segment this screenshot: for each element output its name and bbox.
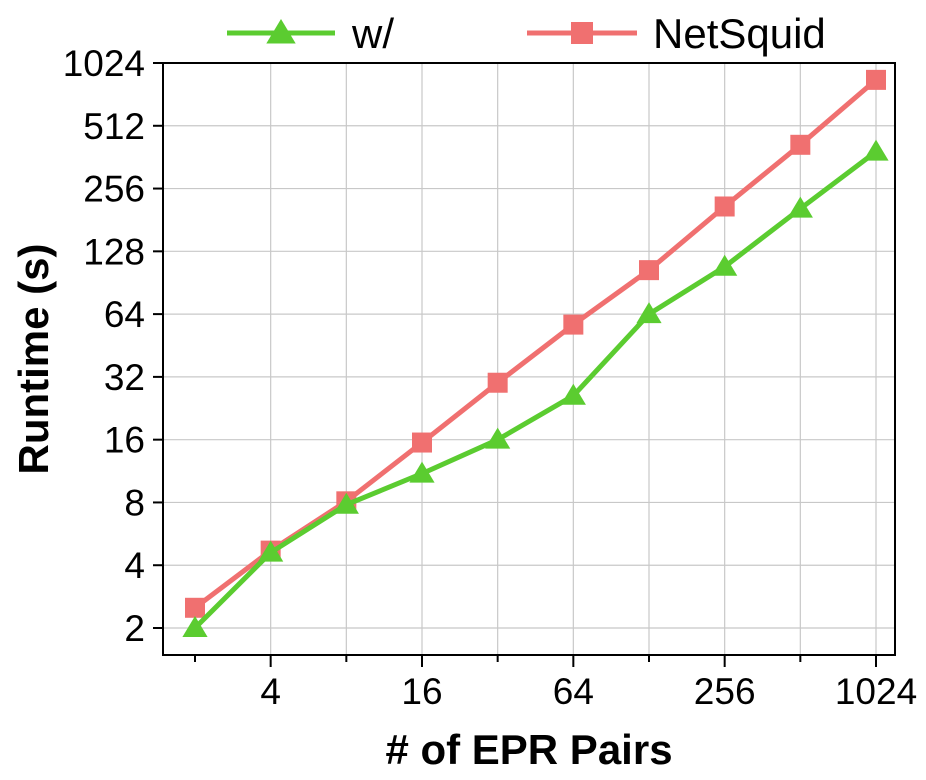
data-point-square bbox=[639, 260, 659, 281]
series-netsquid bbox=[185, 69, 886, 618]
series-line bbox=[193, 149, 878, 630]
legend-item: NetSquid bbox=[527, 10, 826, 57]
y-tick-label: 64 bbox=[104, 294, 145, 335]
x-tick-label: 64 bbox=[553, 671, 594, 712]
y-tick-label: 512 bbox=[83, 106, 145, 147]
y-tick-label: 32 bbox=[104, 357, 145, 398]
x-tick-label: 1024 bbox=[835, 671, 917, 712]
plot-area-frame bbox=[162, 62, 896, 656]
data-point-square bbox=[790, 134, 811, 155]
data-point-square bbox=[487, 372, 508, 393]
y-tick-label: 128 bbox=[83, 231, 145, 272]
legend-label: w/ bbox=[351, 10, 394, 57]
axis-ticks: 4 16 64 256 1024 2 4 8 16 32 64 128 256 512 1024 bbox=[63, 43, 917, 712]
legend-item: w/ bbox=[227, 10, 394, 57]
legend: w/NetSquid bbox=[227, 10, 826, 57]
series-w bbox=[182, 139, 889, 637]
data-point-triangle bbox=[409, 461, 435, 483]
data-point-triangle bbox=[636, 302, 662, 324]
data-point-triangle bbox=[333, 492, 359, 514]
y-axis-title: Runtime (s) bbox=[10, 244, 57, 475]
data-point-triangle bbox=[182, 616, 208, 637]
data-point-triangle bbox=[485, 427, 511, 449]
y-tick-label: 1024 bbox=[63, 43, 145, 84]
legend-label: NetSquid bbox=[653, 10, 826, 57]
data-point-triangle bbox=[560, 383, 586, 405]
series-line bbox=[193, 77, 878, 610]
data-point-square bbox=[714, 196, 735, 217]
y-tick-label: 256 bbox=[83, 169, 145, 210]
data-point-triangle bbox=[258, 540, 284, 562]
data-point-square bbox=[412, 432, 432, 453]
data-point-square bbox=[866, 69, 886, 90]
y-tick-label: 4 bbox=[124, 545, 145, 586]
grid bbox=[163, 63, 895, 655]
x-axis-title: # of EPR Pairs bbox=[385, 726, 672, 773]
data-point-triangle bbox=[863, 139, 889, 161]
series bbox=[182, 69, 889, 637]
y-tick-label: 8 bbox=[124, 482, 145, 523]
data-point-triangle bbox=[266, 19, 296, 44]
x-tick-label: 4 bbox=[260, 671, 281, 712]
data-point-square bbox=[185, 597, 205, 618]
y-tick-label: 16 bbox=[104, 420, 145, 461]
data-point-triangle bbox=[712, 254, 738, 276]
data-point-square bbox=[563, 314, 584, 335]
x-tick-label: 16 bbox=[401, 671, 442, 712]
x-tick-label: 256 bbox=[694, 671, 756, 712]
y-tick-label: 2 bbox=[124, 608, 145, 649]
data-point-triangle bbox=[787, 196, 813, 218]
data-point-square bbox=[571, 22, 593, 44]
